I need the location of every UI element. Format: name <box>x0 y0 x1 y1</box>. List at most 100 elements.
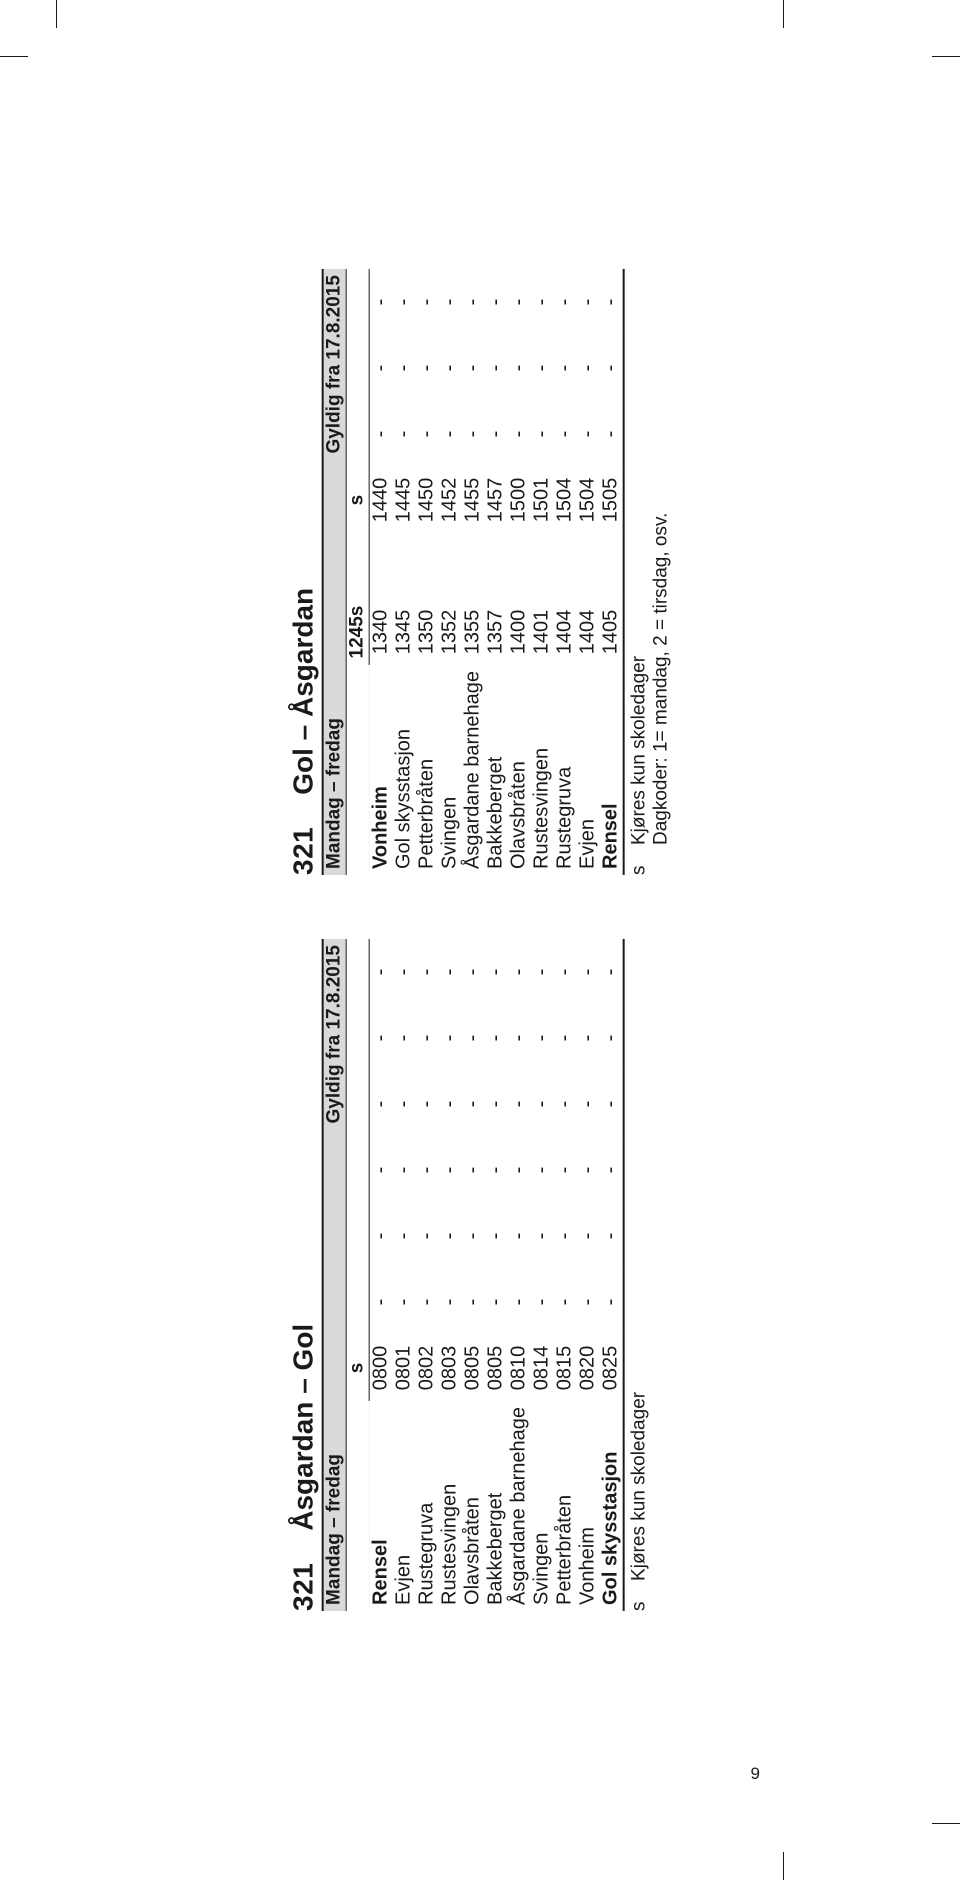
time-cell: 1352 <box>438 599 461 665</box>
table-row: Åsgardane barnehage13551455--- <box>461 269 484 875</box>
time-cell: - <box>461 269 484 335</box>
time-cell: - <box>507 1137 530 1203</box>
stop-name: Petterbråten <box>415 665 438 875</box>
time-cell: - <box>484 1203 507 1269</box>
time-cell <box>599 533 623 599</box>
time-cell: - <box>553 1071 576 1137</box>
footnote-text: Kjøres kun skoledager <box>628 656 650 845</box>
stop-name: Svingen <box>438 665 461 875</box>
time-cell: - <box>599 939 623 1005</box>
stop-name: Rustesvingen <box>530 665 553 875</box>
timetable-grid: Mandag – fredagGyldig fra 17.8.2015sRens… <box>322 939 625 1611</box>
time-cell: - <box>369 1071 393 1137</box>
time-cell: - <box>530 939 553 1005</box>
valid-from-header: Gyldig fra 17.8.2015 <box>323 939 346 1203</box>
timetable-title: 321Gol – Åsgardan <box>288 269 320 875</box>
time-cell: - <box>461 335 484 401</box>
footnote-row: sKjøres kun skoledager <box>628 939 650 1611</box>
stop-name: Olavsbråten <box>507 665 530 875</box>
table-row: Olavsbråten14001500--- <box>507 269 530 875</box>
time-cell: - <box>553 1203 576 1269</box>
time-cell: - <box>438 939 461 1005</box>
time-cell: 0810 <box>507 1335 530 1401</box>
time-cell: 1455 <box>461 467 484 533</box>
time-cell: - <box>438 401 461 467</box>
crop-mark <box>56 0 57 28</box>
time-cell <box>576 533 599 599</box>
table-row: Rustegruva14041504--- <box>553 269 576 875</box>
table-row: Gol skysstasjon13451445--- <box>392 269 415 875</box>
time-cell <box>530 533 553 599</box>
timetable-grid: Mandag – fredagGyldig fra 17.8.20151245s… <box>322 269 625 875</box>
time-cell: - <box>484 401 507 467</box>
time-cell: - <box>415 1137 438 1203</box>
time-cell: 1345 <box>392 599 415 665</box>
table-row: Petterbråten0815------ <box>553 939 576 1611</box>
time-cell: - <box>576 1203 599 1269</box>
stop-name: Petterbråten <box>553 1401 576 1611</box>
time-cell: - <box>415 335 438 401</box>
time-cell: 1340 <box>369 599 393 665</box>
stop-name: Rensel <box>599 665 623 875</box>
time-cell: 1457 <box>484 467 507 533</box>
table-row: Vonheim13401440--- <box>369 269 393 875</box>
crop-mark <box>0 56 28 57</box>
route-number: 321 <box>288 1563 320 1611</box>
time-cell: 1500 <box>507 467 530 533</box>
time-cell: - <box>599 1071 623 1137</box>
time-cell: 1504 <box>553 467 576 533</box>
time-cell: - <box>461 1269 484 1335</box>
time-cell <box>461 533 484 599</box>
code-cell-blank <box>346 1401 369 1611</box>
stop-name: Rustegruva <box>415 1401 438 1611</box>
stop-name: Evjen <box>576 665 599 875</box>
stop-name: Gol skysstasjon <box>392 665 415 875</box>
time-cell: - <box>369 939 393 1005</box>
time-cell: - <box>484 269 507 335</box>
time-cell: - <box>369 1005 393 1071</box>
time-cell: 1445 <box>392 467 415 533</box>
time-cell: - <box>599 401 623 467</box>
time-cell: - <box>599 1005 623 1071</box>
time-cell: - <box>392 269 415 335</box>
stop-name: Evjen <box>392 1401 415 1611</box>
stop-name: Åsgardane barnehage <box>507 1401 530 1611</box>
code-cell: s <box>346 1335 369 1401</box>
time-cell: - <box>530 269 553 335</box>
time-cell: 1404 <box>553 599 576 665</box>
time-cell: 0805 <box>461 1335 484 1401</box>
time-cell: - <box>576 1071 599 1137</box>
time-cell <box>438 533 461 599</box>
table-row: Evjen14041504--- <box>576 269 599 875</box>
route-number: 321 <box>288 827 320 875</box>
time-cell: - <box>530 401 553 467</box>
time-cell: - <box>530 1071 553 1137</box>
stop-name: Bakkeberget <box>484 1401 507 1611</box>
time-cell: - <box>553 401 576 467</box>
time-cell: - <box>392 401 415 467</box>
code-cell <box>346 939 369 1005</box>
time-cell: - <box>507 401 530 467</box>
table-row: Svingen0814------ <box>530 939 553 1611</box>
code-cell <box>346 533 369 599</box>
time-cell: - <box>392 939 415 1005</box>
time-cell: - <box>553 1005 576 1071</box>
time-cell: - <box>530 335 553 401</box>
time-cell: - <box>530 1203 553 1269</box>
footnote-text: Dagkoder: 1= mandag, 2 = tirsdag, osv. <box>650 513 672 845</box>
time-cell: - <box>415 1203 438 1269</box>
crop-mark <box>783 1852 784 1880</box>
time-cell: - <box>484 1005 507 1071</box>
crop-mark <box>932 1823 960 1824</box>
timetable-title: 321Åsgardan – Gol <box>288 939 320 1611</box>
time-cell: - <box>392 335 415 401</box>
stop-name: Åsgardane barnehage <box>461 665 484 875</box>
time-cell: - <box>415 939 438 1005</box>
footnote-row: Dagkoder: 1= mandag, 2 = tirsdag, osv. <box>650 269 672 875</box>
code-cell <box>346 335 369 401</box>
footnote-code: s <box>628 1595 650 1611</box>
time-cell: 1404 <box>576 599 599 665</box>
time-cell: - <box>461 401 484 467</box>
time-cell: 0825 <box>599 1335 623 1401</box>
time-cell: - <box>507 269 530 335</box>
